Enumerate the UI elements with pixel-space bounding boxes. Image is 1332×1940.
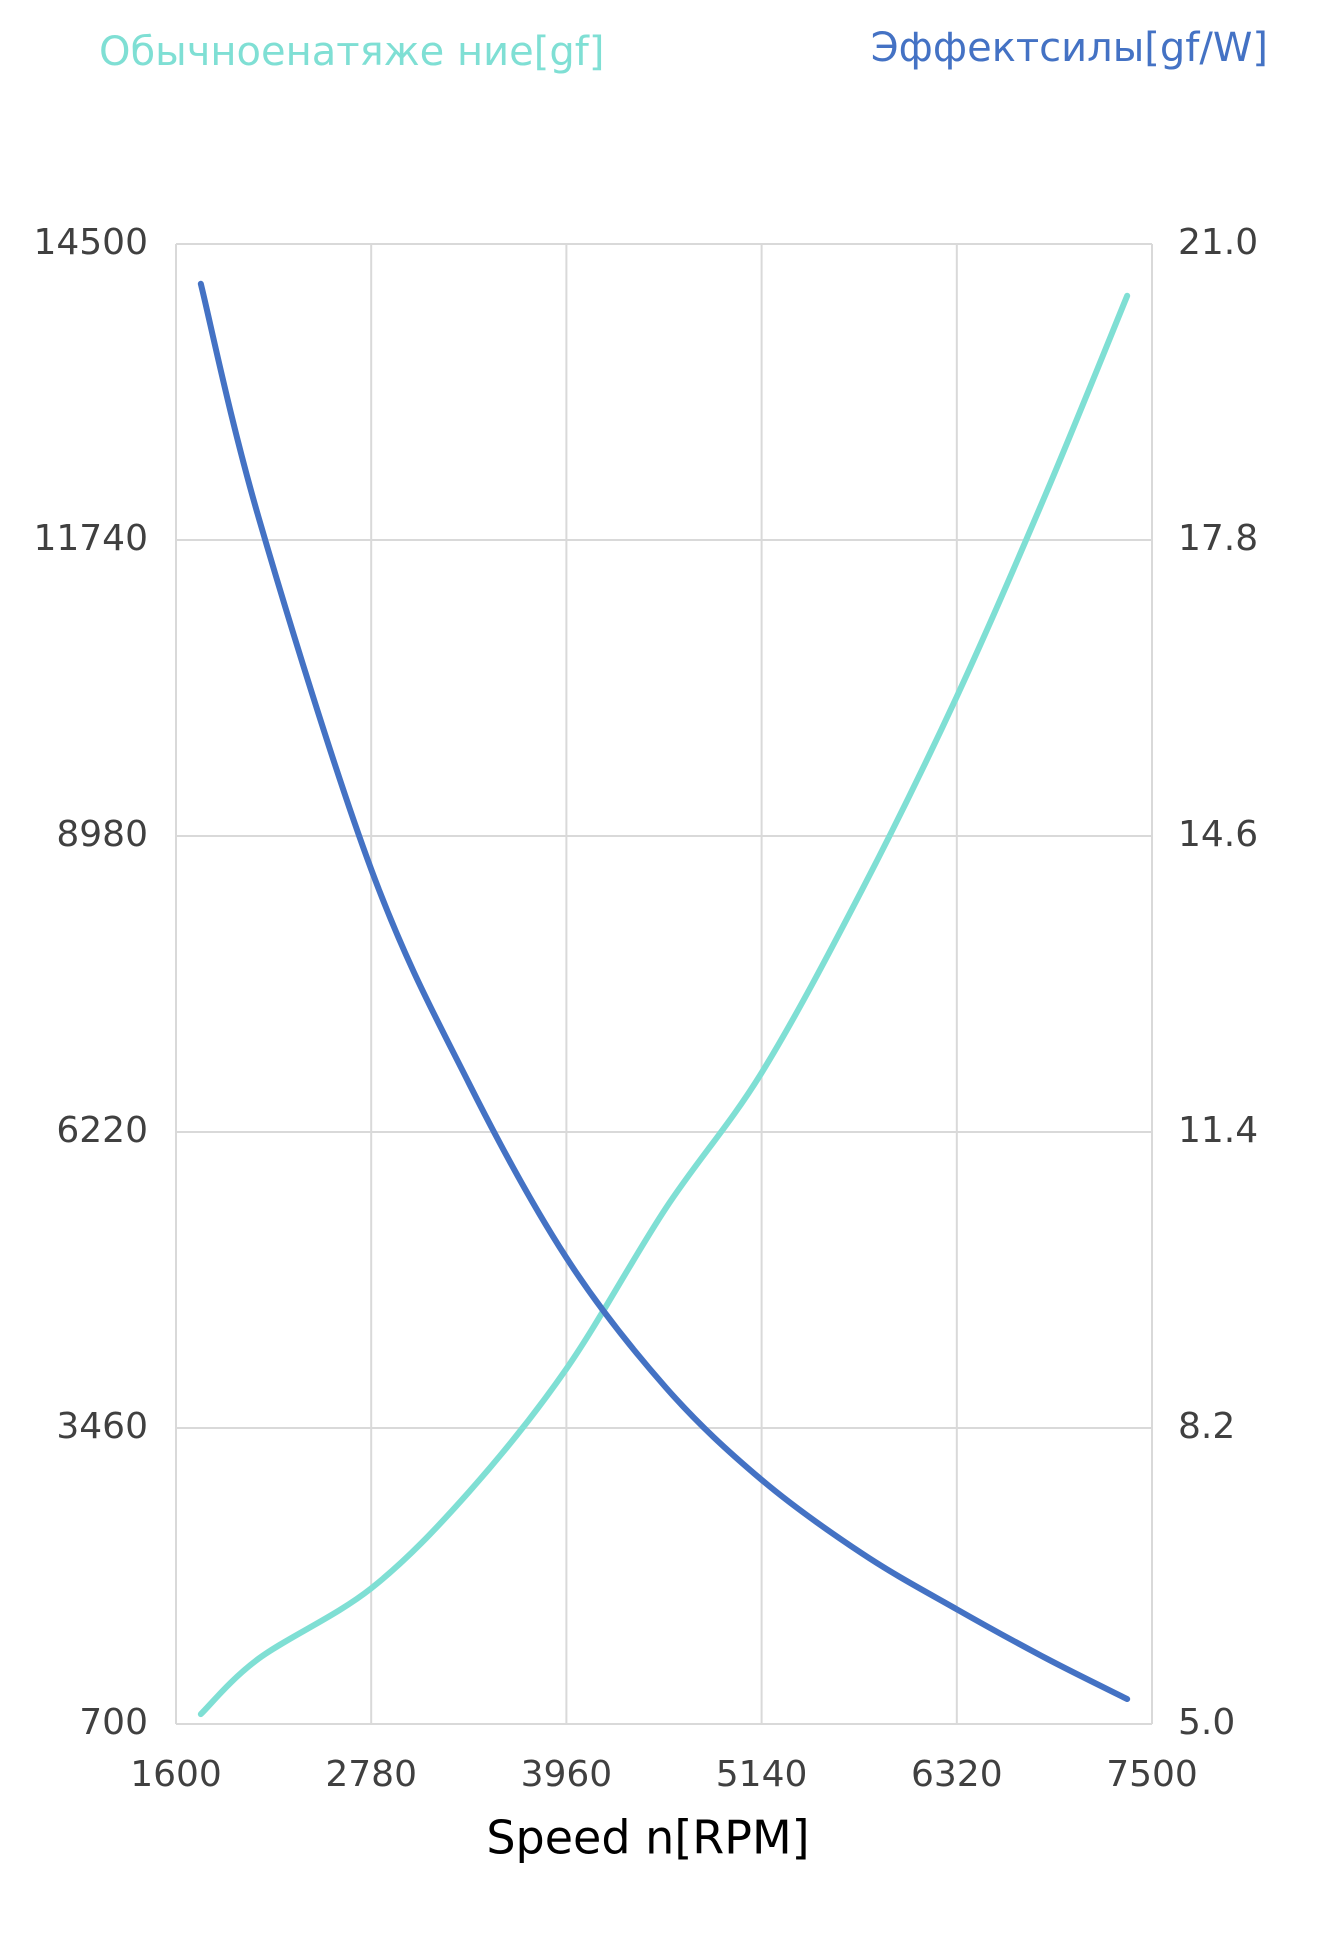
x-axis-title: Speed n[RPM] (486, 1811, 809, 1865)
y-tick-label: 700 (79, 1702, 148, 1743)
legend-entry: Эффектсилы[gf/W] (871, 25, 1268, 71)
x-tick-label: 2780 (325, 1754, 417, 1795)
grid (175, 243, 1153, 1725)
plot-area (197, 280, 1131, 1718)
y-tick-label: 6220 (56, 1110, 148, 1151)
y2-tick-label: 11.4 (1178, 1110, 1258, 1151)
x-tick-label: 1600 (130, 1754, 222, 1795)
line-series (197, 292, 1131, 1718)
y2-tick-label: 21.0 (1178, 222, 1258, 263)
x-tick-label: 7500 (1106, 1754, 1198, 1795)
y2-tick-label: 8.2 (1178, 1406, 1235, 1447)
y2-tick-label: 14.6 (1178, 814, 1258, 855)
legend-entry: Обычноенатяже ние[gf] (99, 29, 604, 75)
line-series (197, 280, 1131, 1703)
y2-tick-label: 17.8 (1178, 518, 1258, 559)
y-tick-label: 3460 (56, 1406, 148, 1447)
y-tick-label: 8980 (56, 814, 148, 855)
y-tick-label: 14500 (33, 222, 148, 263)
x-tick-label: 3960 (521, 1754, 613, 1795)
y2-tick-label: 5.0 (1178, 1702, 1235, 1743)
y-tick-label: 11740 (33, 518, 148, 559)
x-tick-label: 5140 (716, 1754, 808, 1795)
x-tick-label: 6320 (911, 1754, 1003, 1795)
